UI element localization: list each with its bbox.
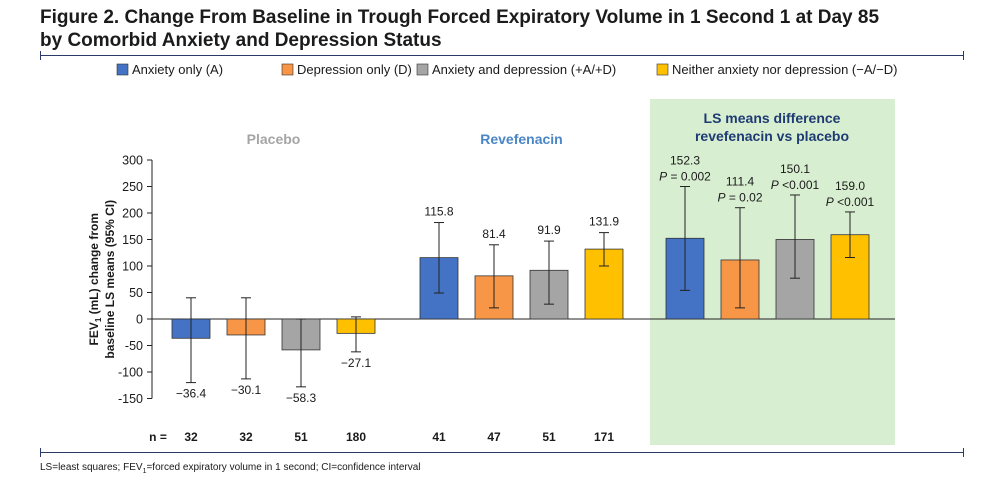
y-tick-label: 250 [122, 180, 143, 194]
n-label: 32 [239, 430, 253, 444]
y-axis-label-line2: baseline LS means (95% CI) [103, 200, 117, 359]
figure-title-line1: Figure 2. Change From Baseline in Trough… [40, 7, 880, 28]
data-label: −30.1 [231, 383, 262, 397]
y-tick-label: -150 [118, 392, 143, 406]
y-tick-label: 50 [129, 286, 143, 300]
data-label: 111.4 [726, 175, 755, 189]
n-label: 51 [542, 430, 556, 444]
footnote-sub: 1 [142, 468, 147, 475]
y-tick-label: -100 [118, 366, 143, 380]
legend-label-1: Anxiety only (A) [132, 62, 223, 77]
n-label: 171 [594, 430, 614, 444]
y-tick-label: 150 [122, 233, 143, 247]
n-label: 32 [184, 430, 198, 444]
data-label: 131.9 [589, 215, 619, 229]
legend-label-4: Neither anxiety nor depression (−A/−D) [672, 62, 897, 77]
data-label: −58.3 [286, 391, 317, 405]
group-title-3-line1: LS means difference [704, 110, 841, 126]
bottom-rule [40, 448, 964, 457]
figure-title: Figure 2. Change From Baseline in Trough… [40, 6, 980, 52]
y-tick-label: 300 [122, 154, 143, 168]
p-value-label: P = 0.002 [659, 170, 711, 184]
data-label: 159.0 [835, 179, 865, 193]
p-value-label: P <0.001 [771, 178, 820, 192]
y-tick-label: 100 [122, 260, 143, 274]
legend-swatch-2 [281, 63, 294, 76]
n-label: 51 [294, 430, 308, 444]
data-label: −27.1 [341, 356, 372, 370]
data-label: 150.1 [780, 162, 810, 176]
footnote-prefix: LS=least squares; FEV [40, 462, 143, 473]
p-value-label: P = 0.02 [717, 191, 762, 205]
figure-title-line2: by Comorbid Anxiety and Depression Statu… [40, 30, 442, 51]
legend-swatch-3 [416, 63, 429, 76]
n-label: 47 [487, 430, 501, 444]
top-rule [40, 51, 964, 60]
legend-swatch-1 [116, 63, 129, 76]
p-value-label: P <0.001 [826, 195, 875, 209]
group-title-3-line2: revefenacin vs placebo [695, 128, 849, 144]
data-label: 91.9 [537, 223, 561, 237]
n-prefix: n = [149, 430, 167, 444]
group-title-2: Revefenacin [480, 131, 562, 147]
data-label: 152.3 [670, 154, 700, 168]
y-tick-label: 0 [136, 313, 143, 327]
n-label: 41 [432, 430, 446, 444]
y-axis-label-line1: FEV1 (mL) change from [87, 213, 103, 345]
y-tick-label: -50 [125, 339, 143, 353]
n-label: 180 [346, 430, 366, 444]
legend-label-2: Depression only (D) [297, 62, 412, 77]
data-label: 115.8 [424, 205, 453, 219]
data-label: 81.4 [482, 227, 506, 241]
footnote: LS=least squares; FEV1=forced expiratory… [40, 462, 421, 475]
legend-swatch-4 [656, 63, 669, 76]
y-tick-label: 200 [122, 207, 143, 221]
data-label: −36.4 [176, 387, 207, 401]
legend-label-3: Anxiety and depression (+A/+D) [432, 62, 616, 77]
group-title-1: Placebo [247, 131, 301, 147]
footnote-suffix: =forced expiratory volume in 1 second; C… [146, 462, 421, 473]
